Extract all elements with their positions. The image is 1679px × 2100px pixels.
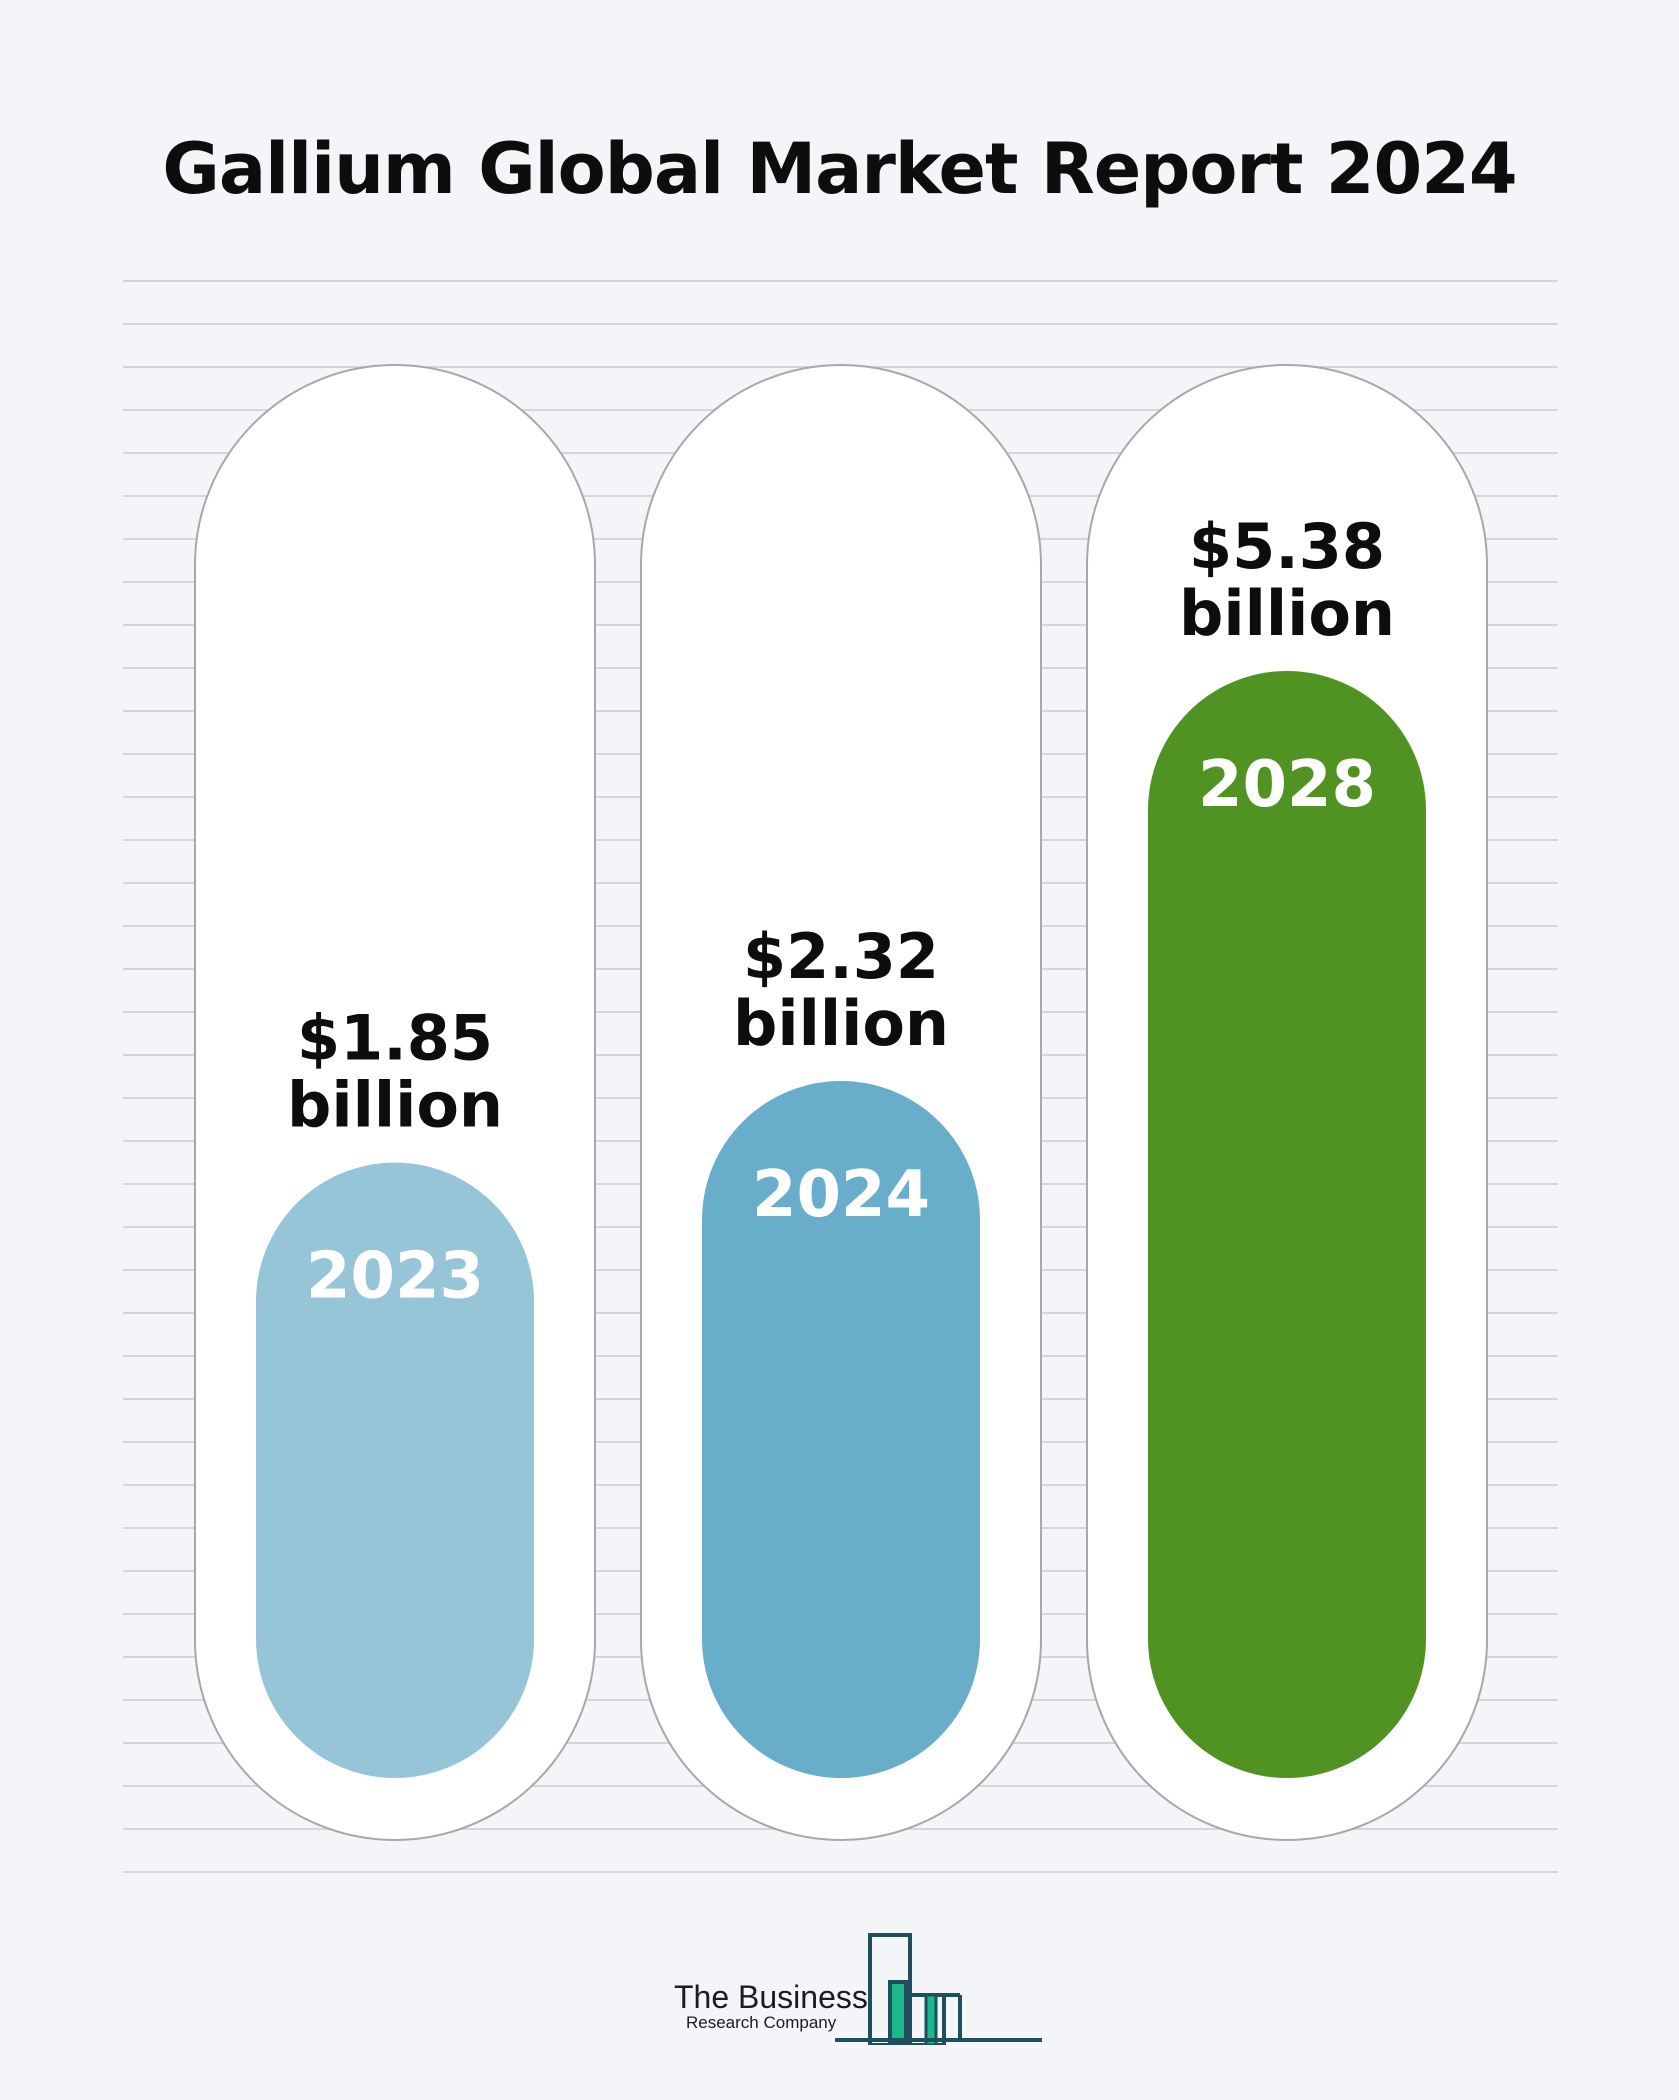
data-label-unit: billion [733, 987, 949, 1060]
bar-2024 [702, 1080, 980, 1778]
data-label-value: $2.32 [743, 920, 939, 993]
data-label-value: $1.85 [297, 1002, 493, 1075]
data-label-unit: billion [1179, 577, 1395, 650]
data-label-unit: billion [287, 1069, 503, 1142]
logo-text-secondary: Research Company [686, 2013, 837, 2032]
bar-chart: 2023$1.85billion2024$2.32billion2028$5.3… [123, 280, 1558, 1873]
category-label: 2023 [306, 1240, 484, 1314]
page-title: Gallium Global Market Report 2024 [162, 128, 1517, 210]
category-label: 2028 [1198, 748, 1376, 822]
company-logo: The Business Research Company [670, 1925, 1050, 2045]
bar-2028 [1148, 671, 1426, 1778]
bar-2023 [256, 1162, 534, 1778]
category-label: 2024 [752, 1158, 930, 1232]
logo-text-primary: The Business [674, 1979, 868, 2015]
bars: 2023$1.85billion2024$2.32billion2028$5.3… [194, 364, 1488, 1841]
data-label-value: $5.38 [1189, 510, 1385, 583]
logo-mark-icon [835, 1933, 1042, 2045]
